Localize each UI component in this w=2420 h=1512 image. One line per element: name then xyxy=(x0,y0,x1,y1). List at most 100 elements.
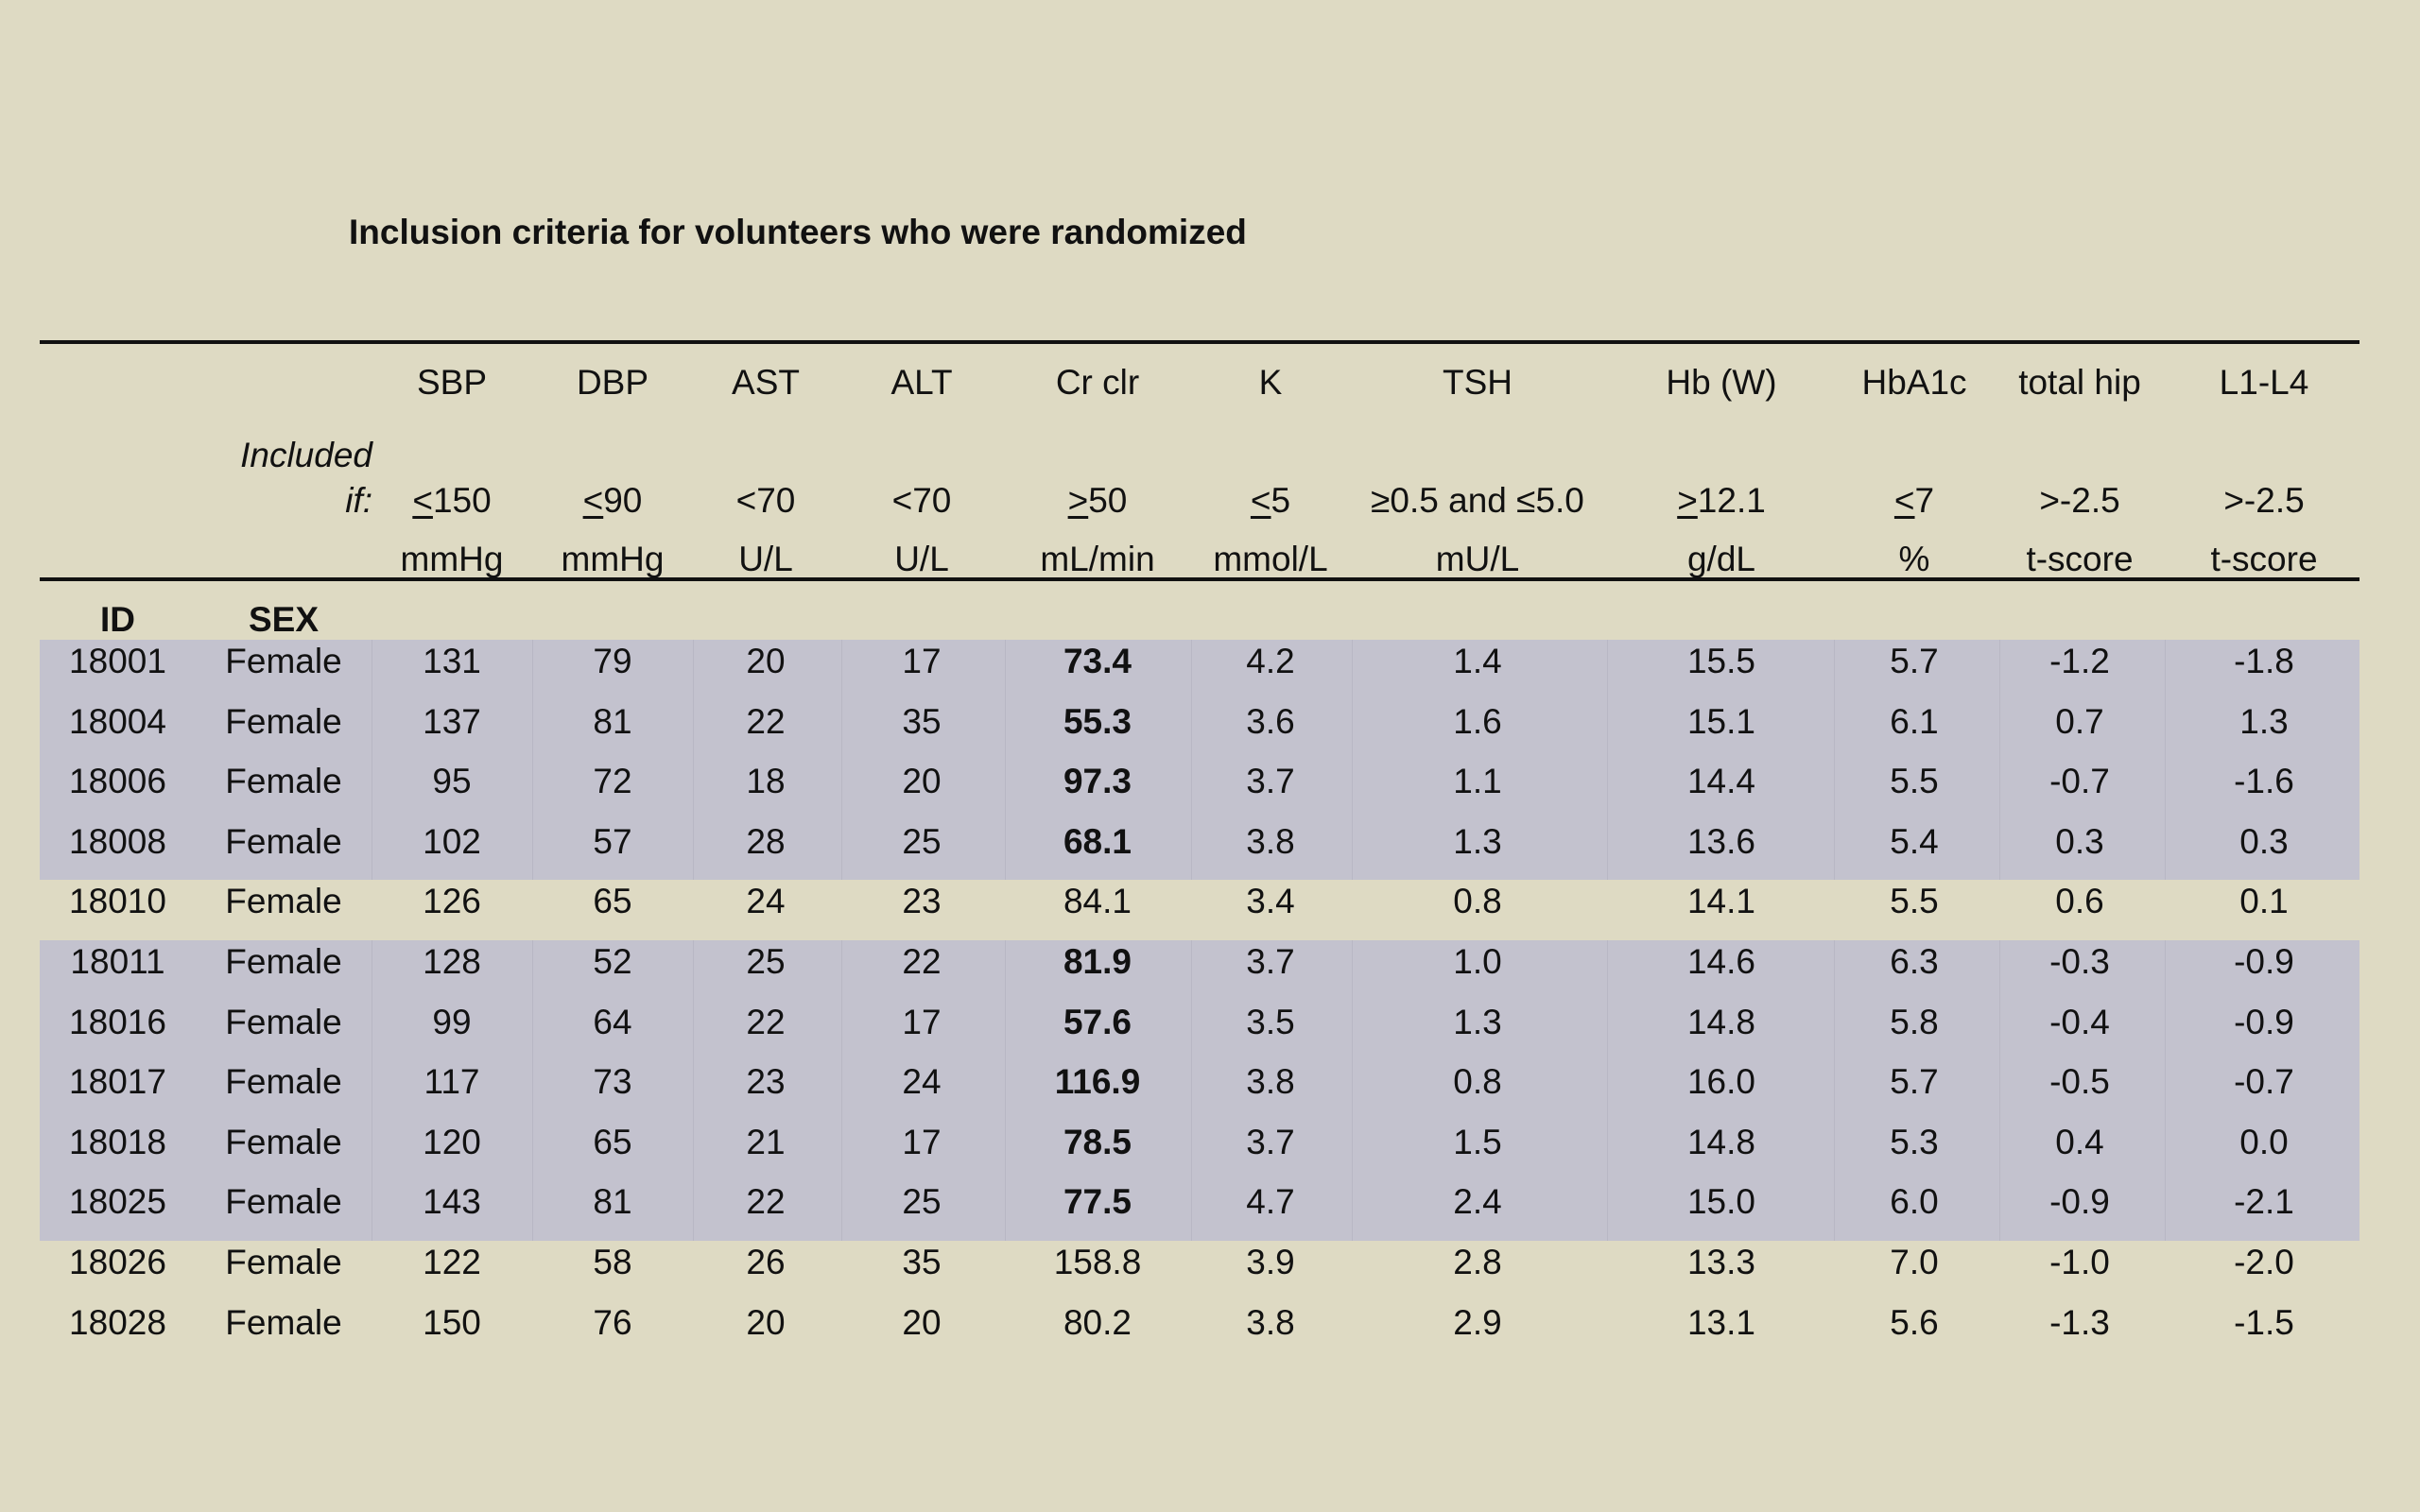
table-cell: -0.3 xyxy=(2049,942,2110,981)
criterion-operator: < xyxy=(1250,481,1271,520)
table-row-id: 18001 xyxy=(69,642,166,680)
criterion-threshold: >50 xyxy=(998,480,1197,522)
table-cell: 20 xyxy=(746,1302,786,1342)
table-cell: 18 xyxy=(746,762,786,801)
table-cell: 0.8 xyxy=(1453,1062,1502,1102)
table-cell: 14.8 xyxy=(1686,1002,1755,1041)
table-cell: 13.6 xyxy=(1686,821,1755,861)
table-cell: 17 xyxy=(902,1122,942,1161)
criterion-name: TSH xyxy=(1443,363,1512,402)
table-cell: 126 xyxy=(423,882,481,921)
table-row-sex: Female xyxy=(225,1062,342,1102)
column-separator xyxy=(1191,940,1192,1241)
table-cell: 3.9 xyxy=(1246,1243,1295,1281)
table-cell: 3.8 xyxy=(1246,821,1295,861)
table-cell: 4.7 xyxy=(1246,1182,1295,1222)
table-cell: 150 xyxy=(423,1302,481,1342)
table-cell: -1.5 xyxy=(2234,1302,2294,1342)
table-cell: 57 xyxy=(593,821,632,861)
table-row-sex: Female xyxy=(225,1302,342,1342)
criterion-threshold: ≥0.5 and ≤5.0 xyxy=(1371,481,1584,520)
table-row-id: 18028 xyxy=(69,1302,166,1342)
row-shade-band xyxy=(40,940,2360,1241)
criterion-name: total hip xyxy=(2018,363,2141,402)
table-cell: 81 xyxy=(593,701,632,741)
table-cell: 131 xyxy=(423,642,481,680)
table-cell: 64 xyxy=(593,1002,632,1041)
column-separator xyxy=(693,640,694,881)
table-cell: -2.0 xyxy=(2234,1243,2294,1281)
criterion-threshold: <150 xyxy=(376,480,527,522)
table-cell: 3.5 xyxy=(1246,1002,1295,1041)
column-separator xyxy=(1999,640,2000,881)
table-cell: 1.5 xyxy=(1453,1122,1502,1161)
table-row-id: 18006 xyxy=(69,762,166,801)
criterion-threshold-value: 5 xyxy=(1270,481,1291,520)
table-row-sex: Female xyxy=(225,942,342,981)
criterion-threshold-value: 12.1 xyxy=(1697,481,1766,520)
table-cell: 97.3 xyxy=(1063,762,1132,801)
included-if-label: if: xyxy=(345,481,372,520)
table-cell: 5.8 xyxy=(1890,1002,1939,1041)
table-cell: -0.9 xyxy=(2234,942,2294,981)
column-separator xyxy=(1352,640,1353,881)
table-cell: -0.9 xyxy=(2049,1182,2110,1222)
table-cell: 128 xyxy=(423,942,481,981)
id-header: ID xyxy=(100,600,135,639)
column-separator xyxy=(1191,640,1192,881)
criterion-threshold: >12.1 xyxy=(1622,480,1821,522)
table-cell: 3.8 xyxy=(1246,1302,1295,1342)
table-cell: 2.9 xyxy=(1453,1302,1502,1342)
table-cell: 25 xyxy=(902,1182,942,1222)
table-row-id: 18025 xyxy=(69,1182,166,1222)
table-cell: -0.9 xyxy=(2234,1002,2294,1041)
table-cell: 0.3 xyxy=(2055,821,2104,861)
table-cell: 7.0 xyxy=(1890,1243,1939,1281)
table-cell: 0.8 xyxy=(1453,882,1502,921)
criterion-unit: t-score xyxy=(2210,540,2318,578)
column-separator xyxy=(1999,940,2000,1241)
table-cell: 2.8 xyxy=(1453,1243,1502,1281)
table-row-id: 18011 xyxy=(70,942,165,981)
table-cell: 76 xyxy=(593,1302,632,1342)
criterion-threshold-value: 7 xyxy=(1914,481,1935,520)
table-cell: 84.1 xyxy=(1063,882,1132,921)
criterion-unit: mmHg xyxy=(400,540,504,578)
table-cell: 13.1 xyxy=(1686,1302,1755,1342)
sex-header: SEX xyxy=(248,600,320,639)
column-separator xyxy=(532,940,533,1241)
criterion-threshold: <7 xyxy=(1834,480,1995,522)
criterion-threshold-value: 50 xyxy=(1088,481,1128,520)
criterion-name: SBP xyxy=(416,363,488,402)
table-cell: 3.4 xyxy=(1246,882,1295,921)
criterion-name: L1-L4 xyxy=(2219,363,2309,402)
criterion-threshold: <70 xyxy=(891,481,952,520)
table-cell: -1.0 xyxy=(2049,1243,2110,1281)
table-cell: 24 xyxy=(746,882,786,921)
table-cell: 143 xyxy=(423,1182,481,1222)
table-cell: 65 xyxy=(593,882,632,921)
table-cell: 3.7 xyxy=(1246,1122,1295,1161)
table-cell: 25 xyxy=(902,821,942,861)
table-row-sex: Female xyxy=(225,1243,342,1281)
table-row-sex: Female xyxy=(225,1182,342,1222)
criterion-name: AST xyxy=(732,363,800,402)
table-cell: -0.4 xyxy=(2049,1002,2110,1041)
table-cell: -1.6 xyxy=(2234,762,2294,801)
table-cell: 17 xyxy=(902,642,942,680)
table-cell: 23 xyxy=(746,1062,786,1102)
table-cell: 117 xyxy=(424,1062,480,1102)
table-cell: 137 xyxy=(423,701,481,741)
column-separator xyxy=(1607,640,1608,881)
table-cell: 1.3 xyxy=(2239,701,2289,741)
table-cell: 1.1 xyxy=(1453,762,1502,801)
table-cell: 58 xyxy=(593,1243,632,1281)
column-separator xyxy=(693,940,694,1241)
criterion-name: Hb (W) xyxy=(1666,363,1777,402)
table-cell: 20 xyxy=(902,762,942,801)
table-row-id: 18017 xyxy=(69,1062,166,1102)
table-cell: 79 xyxy=(593,642,632,680)
column-separator xyxy=(1834,940,1835,1241)
table-cell: 15.5 xyxy=(1686,642,1755,680)
table-cell: 52 xyxy=(593,942,632,981)
